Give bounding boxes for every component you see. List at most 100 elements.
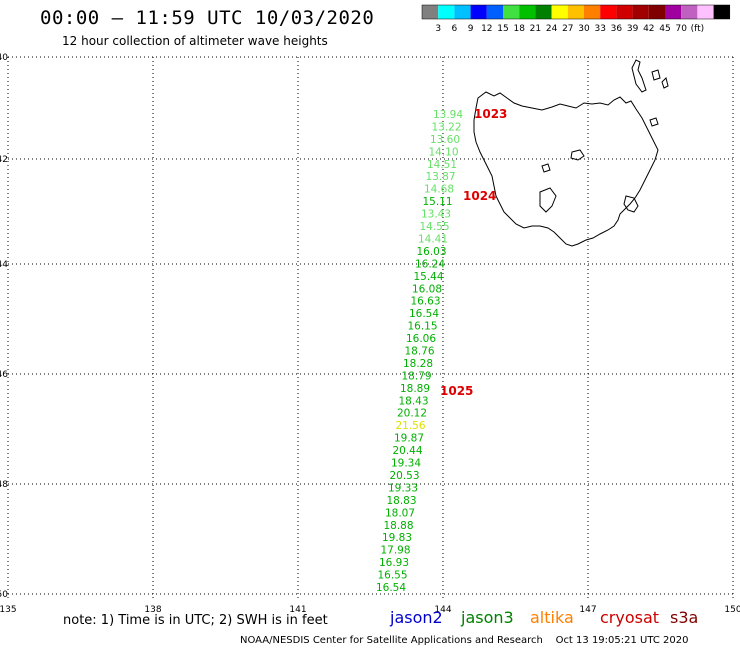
satellite-legend-jason3: jason3	[461, 608, 514, 627]
colorbar-label: 70	[675, 24, 687, 34]
latitude-label: -48	[0, 480, 8, 490]
colorbar-label: 45	[659, 24, 670, 34]
southwest-lakes	[539, 163, 557, 213]
axis-labels: -40 -42 -44 -46 -48 -50 135 138 141 144 147 150	[0, 53, 740, 612]
wave-height-value: 19.33	[388, 482, 418, 494]
wave-height-track: 13.9413.2213.6014.1014.5113.8714.6815.11…	[376, 109, 463, 594]
tasmania-east-islands	[570, 149, 639, 213]
colorbar-label: (ft)	[691, 24, 705, 34]
wave-height-value: 14.10	[428, 146, 458, 158]
longitude-label: 144	[434, 605, 451, 612]
wave-height-value: 14.41	[418, 233, 448, 245]
wave-height-value: 16.54	[409, 308, 439, 320]
longitude-label: 138	[144, 605, 161, 612]
colorbar-swatch	[470, 5, 487, 19]
colorbar-label: 27	[562, 24, 573, 34]
colorbar-label: 15	[497, 24, 508, 34]
colorbar-swatch	[422, 5, 439, 19]
longitude-label: 135	[0, 605, 17, 612]
tasmania-coastline	[473, 59, 669, 247]
time-label: 1023	[474, 107, 507, 121]
wave-height-value: 15.44	[413, 271, 443, 283]
wave-height-value: 18.28	[403, 358, 433, 370]
colorbar-swatch	[697, 5, 714, 19]
latitude-label: -46	[0, 370, 8, 380]
wave-height-value: 13.43	[421, 209, 451, 221]
colorbar-swatch	[648, 5, 665, 19]
wave-height-value: 16.03	[416, 246, 446, 258]
wave-height-value: 13.87	[425, 171, 455, 183]
colorbar-label: 30	[578, 24, 590, 34]
wave-height-value: 15.11	[422, 196, 452, 208]
wave-height-value: 18.43	[398, 395, 428, 407]
altimeter-map: 13.9413.2213.6014.1014.5113.8714.6815.11…	[0, 53, 740, 612]
footer-credit: NOAA/NESDIS Center for Satellite Applica…	[240, 635, 689, 646]
wave-height-value: 16.08	[412, 283, 442, 295]
colorbar-swatch	[454, 5, 471, 19]
wave-height-value: 16.24	[415, 258, 445, 270]
colorbar-label: 9	[468, 24, 474, 34]
footer-note: note: 1) Time is in UTC; 2) SWH is in fe…	[63, 613, 328, 628]
colorbar-swatch	[535, 5, 552, 19]
latitude-label: -40	[0, 53, 8, 63]
wave-height-value: 14.55	[419, 221, 449, 233]
wave-height-value: 19.34	[391, 458, 421, 470]
wave-height-value: 18.89	[400, 383, 430, 395]
wave-height-value: 16.63	[410, 296, 440, 308]
longitude-label: 141	[289, 605, 306, 612]
wave-height-value: 16.93	[379, 557, 409, 569]
map-title: 00:00 – 11:59 UTC 10/03/2020	[40, 7, 375, 29]
wave-height-value: 16.54	[376, 582, 406, 594]
colorbar-label: 24	[546, 24, 558, 34]
colorbar-label: 33	[594, 24, 605, 34]
wave-height-colorbar: 3 6 9 12 15 18 21 24 27 30 33 36 39 42 45 70 (ft)	[421, 4, 731, 34]
colorbar-swatch	[503, 5, 520, 19]
colorbar-swatch	[567, 5, 584, 19]
wave-height-value: 18.07	[385, 507, 415, 519]
colorbar-label: 36	[611, 24, 623, 34]
map-subtitle: 12 hour collection of altimeter wave hei…	[62, 34, 328, 48]
satellite-legend-s3a: s3a	[670, 608, 699, 627]
wave-height-value: 20.44	[392, 445, 422, 457]
wave-height-value: 16.06	[406, 333, 436, 345]
time-label: 1025	[440, 384, 473, 398]
wave-height-value: 16.15	[407, 321, 437, 333]
colorbar-swatch	[584, 5, 601, 19]
satellite-legend-cryosat: cryosat	[600, 608, 660, 627]
colorbar-swatch	[519, 5, 536, 19]
wave-height-value: 13.94	[433, 109, 463, 121]
wave-height-value: 19.87	[394, 433, 424, 445]
satellite-legend-altika: altika	[530, 608, 574, 627]
wave-height-value: 18.88	[383, 520, 413, 532]
colorbar-label: 6	[452, 24, 458, 34]
wave-height-value: 18.76	[404, 346, 434, 358]
colorbar-swatch	[681, 5, 698, 19]
colorbar-swatch	[438, 5, 455, 19]
wave-height-value: 17.98	[380, 545, 410, 557]
wave-height-value: 13.22	[431, 121, 461, 133]
wave-height-value: 19.83	[382, 532, 412, 544]
colorbar-label: 42	[643, 24, 654, 34]
wave-height-value: 16.55	[377, 570, 407, 582]
colorbar-swatch	[486, 5, 503, 19]
wave-height-value: 13.60	[430, 134, 460, 146]
colorbar-label: 21	[530, 24, 541, 34]
colorbar-label: 12	[481, 24, 492, 34]
longitude-label: 150	[724, 605, 740, 612]
wave-height-value: 18.83	[386, 495, 416, 507]
colorbar-swatch	[665, 5, 682, 19]
colorbar-swatch	[632, 5, 649, 19]
latitude-label: -44	[0, 260, 8, 270]
time-labels: 1023 1024 1025	[440, 107, 507, 398]
wave-height-value: 14.68	[424, 184, 454, 196]
colorbar-swatch	[616, 5, 633, 19]
tasmania-mainland-outline	[473, 91, 659, 247]
colorbar-swatch	[600, 5, 617, 19]
wave-height-value: 14.51	[427, 159, 457, 171]
longitude-label: 147	[579, 605, 596, 612]
lat-lon-grid	[7, 56, 734, 600]
wave-height-value: 18.79	[401, 370, 431, 382]
colorbar-swatch	[713, 5, 730, 19]
wave-height-value: 20.53	[389, 470, 419, 482]
satellite-legend-jason2: jason2	[390, 608, 443, 627]
